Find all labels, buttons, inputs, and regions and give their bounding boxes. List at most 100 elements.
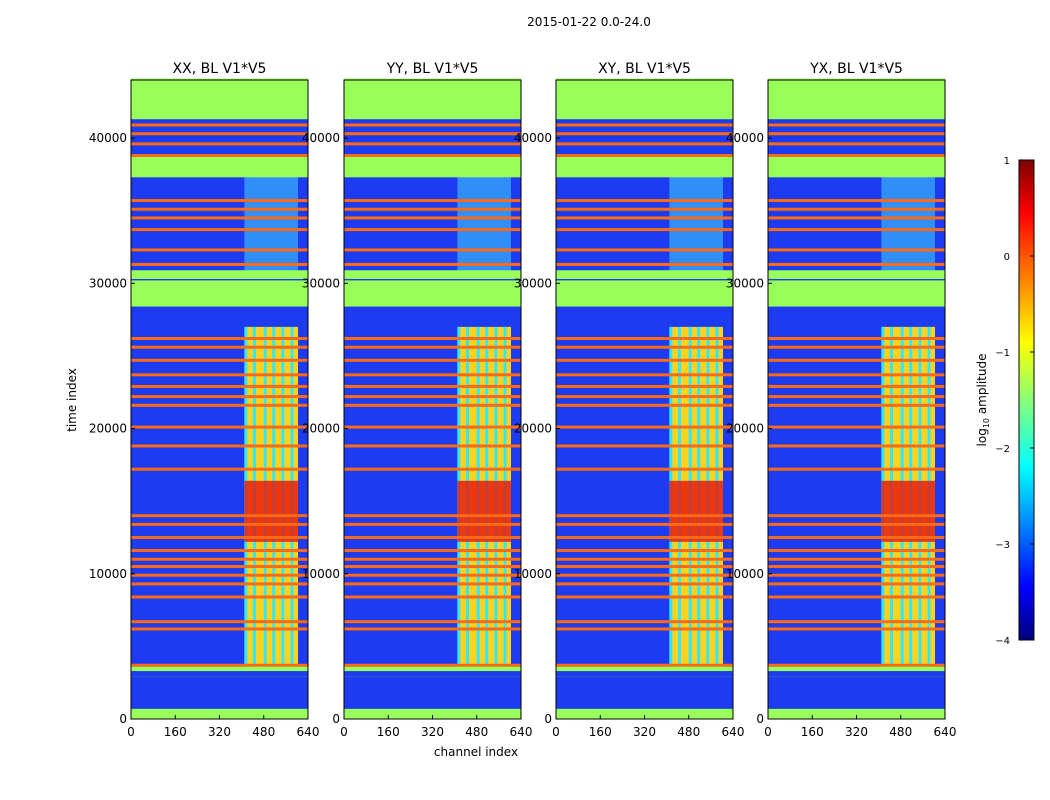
colorbar: 10−1−2−3−4 log10 amplitude [975, 156, 1035, 647]
interference-row [768, 582, 945, 586]
interference-row [768, 132, 945, 136]
interference-row [768, 228, 945, 232]
interference-row [768, 199, 945, 203]
y-axis-label: time index [65, 368, 79, 432]
flagged-band [768, 280, 945, 307]
flagged-band [556, 270, 733, 279]
interference-row [344, 663, 521, 667]
interference-row [344, 228, 521, 232]
interference-row [768, 663, 945, 667]
flagged-band [344, 708, 521, 719]
interference-row [344, 142, 521, 146]
interference-row [556, 123, 733, 127]
interference-row [768, 358, 945, 362]
interference-row [556, 522, 733, 526]
interference-row [768, 425, 945, 429]
interference-row [556, 384, 733, 388]
colorbar-tick-label: −3 [995, 540, 1010, 551]
heatmap-panel: YX, BL V1*V5 0 160 320 480 640 0 10000 20000 3000… [726, 61, 957, 739]
panel-title: YY, BL V1*V5 [386, 61, 479, 77]
interference-row [556, 444, 733, 448]
interference-row [131, 262, 308, 266]
interference-row [344, 345, 521, 349]
figure-title: 2015-01-22 0.0-24.0 [527, 15, 651, 29]
panel-title: XX, BL V1*V5 [173, 61, 267, 77]
interference-row [131, 535, 308, 539]
colorbar-ticks: 1 0 −1 −2 −3 −4 [995, 156, 1034, 647]
interference-row [768, 142, 945, 146]
y-tick-label: 40000 [726, 131, 764, 145]
interference-row [768, 337, 945, 341]
interference-row [768, 514, 945, 518]
interference-row [131, 627, 308, 631]
interference-row [768, 557, 945, 561]
interference-row [556, 216, 733, 220]
interference-row [344, 384, 521, 388]
interference-row [768, 595, 945, 599]
interference-row [556, 403, 733, 407]
flagged-band [556, 156, 733, 178]
flagged-band [344, 666, 521, 672]
flagged-band [768, 156, 945, 178]
interference-row [556, 142, 733, 146]
interference-row [344, 216, 521, 220]
x-tick-label: 320 [845, 725, 868, 739]
interference-row [131, 565, 308, 569]
interference-row [556, 425, 733, 429]
interference-row [768, 262, 945, 266]
interference-row [344, 248, 521, 252]
panel-title: XY, BL V1*V5 [598, 61, 691, 77]
interference-row [768, 573, 945, 577]
interference-row [556, 582, 733, 586]
interference-row [556, 337, 733, 341]
x-tick-label: 320 [421, 725, 444, 739]
x-tick-label: 480 [252, 725, 275, 739]
flagged-band [768, 666, 945, 672]
interference-row [344, 514, 521, 518]
flagged-band [344, 156, 521, 178]
interference-row [768, 395, 945, 399]
y-tick-label: 10000 [726, 567, 764, 581]
interference-row [131, 248, 308, 252]
colorbar-tick-label: 0 [1004, 252, 1010, 263]
y-tick-label: 10000 [302, 567, 340, 581]
interference-row [344, 262, 521, 266]
x-tick-label: 0 [764, 725, 772, 739]
flagged-band [131, 270, 308, 279]
peak-signal-region [457, 480, 511, 542]
interference-row [768, 549, 945, 553]
colorbar-gradient [1018, 159, 1035, 641]
interference-row [768, 123, 945, 127]
interference-row [344, 395, 521, 399]
x-tick-label: 0 [340, 725, 348, 739]
interference-row [344, 123, 521, 127]
interference-row [131, 228, 308, 232]
interference-row [768, 154, 945, 158]
x-tick-label: 640 [297, 725, 320, 739]
interference-row [768, 444, 945, 448]
interference-row [344, 358, 521, 362]
interference-row [344, 199, 521, 203]
flagged-band [768, 270, 945, 279]
flagged-band [344, 270, 521, 279]
interference-row [344, 154, 521, 158]
heatmap-panel: YY, BL V1*V5 0 160 320 480 640 0 10000 20000 3000… [302, 61, 533, 739]
y-tick-label: 30000 [89, 276, 127, 290]
interference-row [556, 595, 733, 599]
panel-title: YX, BL V1*V5 [809, 61, 903, 77]
y-tick-label: 30000 [726, 276, 764, 290]
heatmap-panel: XY, BL V1*V5 0 160 320 480 640 0 10000 20000 3000… [514, 61, 745, 739]
interference-row [768, 248, 945, 252]
x-tick-label: 320 [633, 725, 656, 739]
y-tick-label: 20000 [514, 422, 552, 436]
interference-row [556, 620, 733, 624]
interference-row [344, 425, 521, 429]
y-tick-label: 0 [544, 712, 552, 726]
interference-row [768, 467, 945, 471]
flagged-band [768, 708, 945, 719]
y-tick-label: 20000 [89, 422, 127, 436]
flagged-band [131, 708, 308, 719]
interference-row [556, 154, 733, 158]
y-tick-label: 20000 [302, 422, 340, 436]
colorbar-tick-label: −1 [995, 348, 1010, 359]
